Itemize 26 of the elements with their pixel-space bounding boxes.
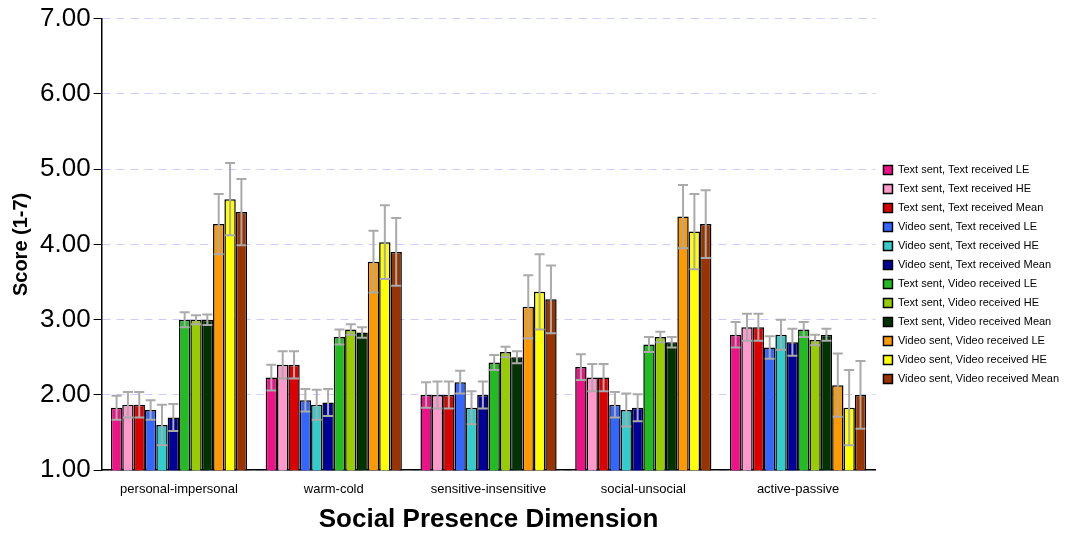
legend-label: Video sent, Text received HE	[897, 239, 1039, 252]
legend-label: Text sent, Text received Mean	[897, 201, 1044, 214]
legend-label: Video sent, Video received LE	[897, 334, 1045, 347]
legend-label: Text sent, Text received HE	[897, 182, 1032, 195]
x-tick-label: sensitive-insensitive	[430, 480, 547, 496]
y-tick-label: 1.00	[39, 453, 91, 484]
y-tick-label: 7.00	[39, 1, 91, 32]
x-tick-label: active-passive	[756, 480, 840, 496]
legend-label: Video sent, Text received LE	[897, 220, 1037, 233]
legend-label: Text sent, Text received LE	[897, 163, 1030, 176]
y-tick-label: 3.00	[39, 302, 91, 333]
legend-label: Video sent, Video received HE	[897, 353, 1047, 366]
legend-label: Video sent, Text received Mean	[897, 258, 1052, 271]
y-tick-label: 5.00	[39, 152, 91, 183]
legend-label: Text sent, Video received Mean	[897, 315, 1052, 328]
legend-label: Text sent, Video received LE	[897, 277, 1038, 290]
y-tick-label: 6.00	[39, 77, 91, 108]
y-axis-title: Score (1-7)	[8, 192, 31, 297]
x-tick-label: warm-cold	[302, 480, 364, 496]
x-tick-label: social-unsocial	[600, 480, 687, 496]
y-tick-label: 2.00	[39, 378, 91, 409]
x-tick-label: personal-impersonal	[120, 480, 238, 496]
legend-label: Text sent, Video received HE	[897, 296, 1040, 309]
x-axis-title: Social Presence Dimension	[318, 502, 659, 533]
legend-label: Video sent, Video received Mean	[897, 372, 1060, 385]
y-tick-label: 4.00	[39, 227, 91, 258]
